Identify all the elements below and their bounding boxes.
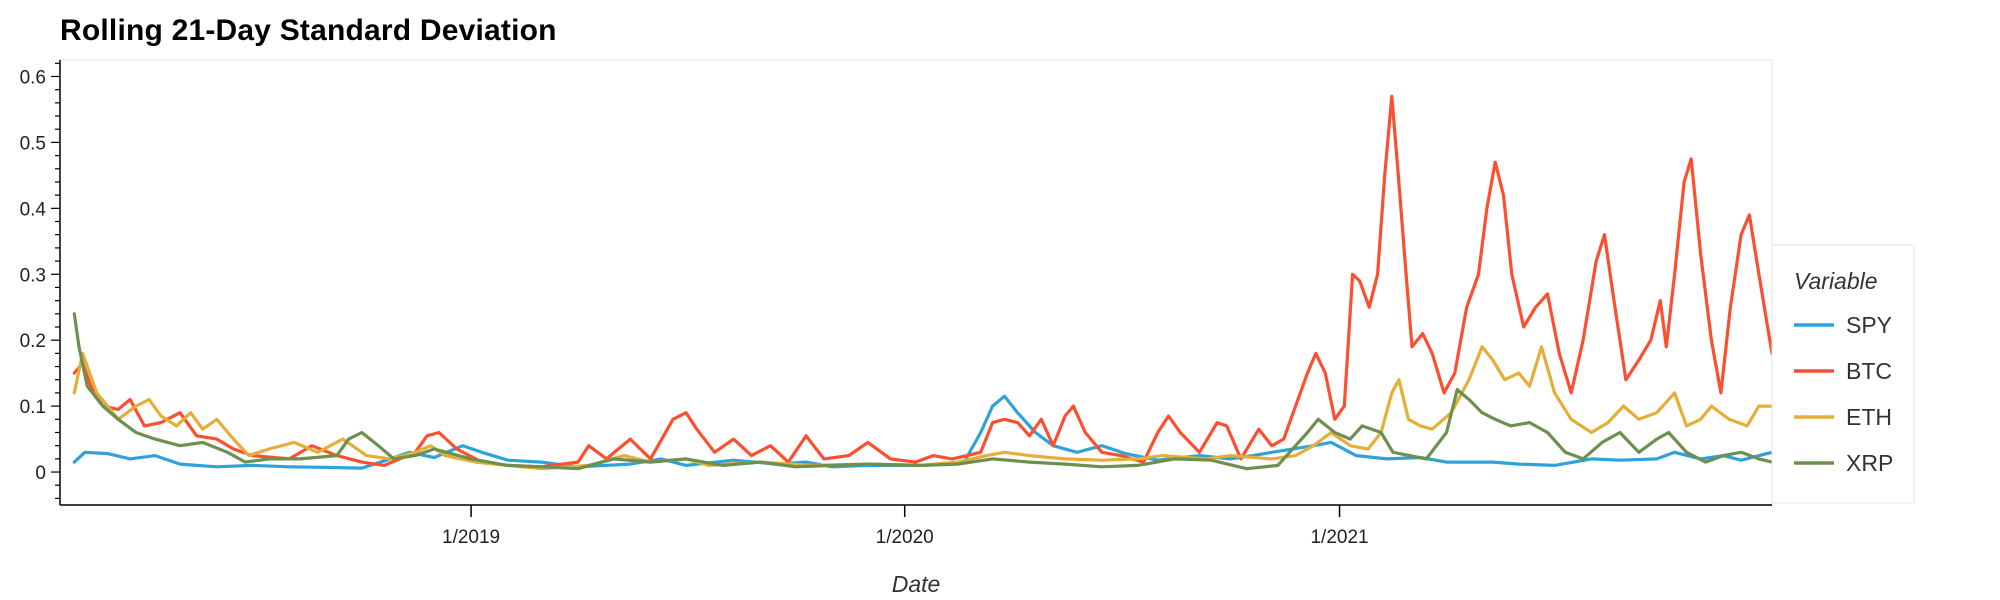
y-tick-label: 0.2 xyxy=(20,331,46,352)
legend-label-xrp: XRP xyxy=(1846,450,1893,476)
legend-label-spy: SPY xyxy=(1846,312,1892,338)
series-line-xrp xyxy=(72,312,1774,471)
series-line-spy xyxy=(72,394,1774,470)
legend-title: Variable xyxy=(1794,268,1878,294)
y-tick-label: 0.5 xyxy=(20,133,46,154)
y-tick-label: 0.3 xyxy=(20,265,46,286)
y-tick-label: 0.4 xyxy=(20,199,47,220)
series-line-btc xyxy=(72,94,1774,469)
x-tick-label: 1/2019 xyxy=(442,527,500,548)
series-layer xyxy=(72,94,1774,471)
y-tick-label: 0.6 xyxy=(20,67,46,88)
x-tick-label: 1/2020 xyxy=(876,527,934,548)
series-line-eth xyxy=(72,345,1774,471)
x-tick-label: 1/2021 xyxy=(1310,527,1368,548)
legend-items: SPY BTC ETH XRP xyxy=(1794,312,1893,476)
y-tick-label: 0 xyxy=(35,463,46,484)
axes-layer: 0 0.1 0.2 0.3 0.4 0.5 0.6 1/2019 1/2020 1/2021 xyxy=(20,60,1772,548)
plot-area xyxy=(59,59,1773,506)
legend-box xyxy=(1771,244,1915,504)
y-tick-label: 0.1 xyxy=(20,397,46,418)
legend: Variable SPY BTC ETH XRP xyxy=(1771,244,1915,504)
chart-title: Rolling 21-Day Standard Deviation xyxy=(60,14,557,47)
legend-label-eth: ETH xyxy=(1846,404,1892,430)
x-axis-label: Date xyxy=(892,571,941,597)
legend-label-btc: BTC xyxy=(1846,358,1892,384)
